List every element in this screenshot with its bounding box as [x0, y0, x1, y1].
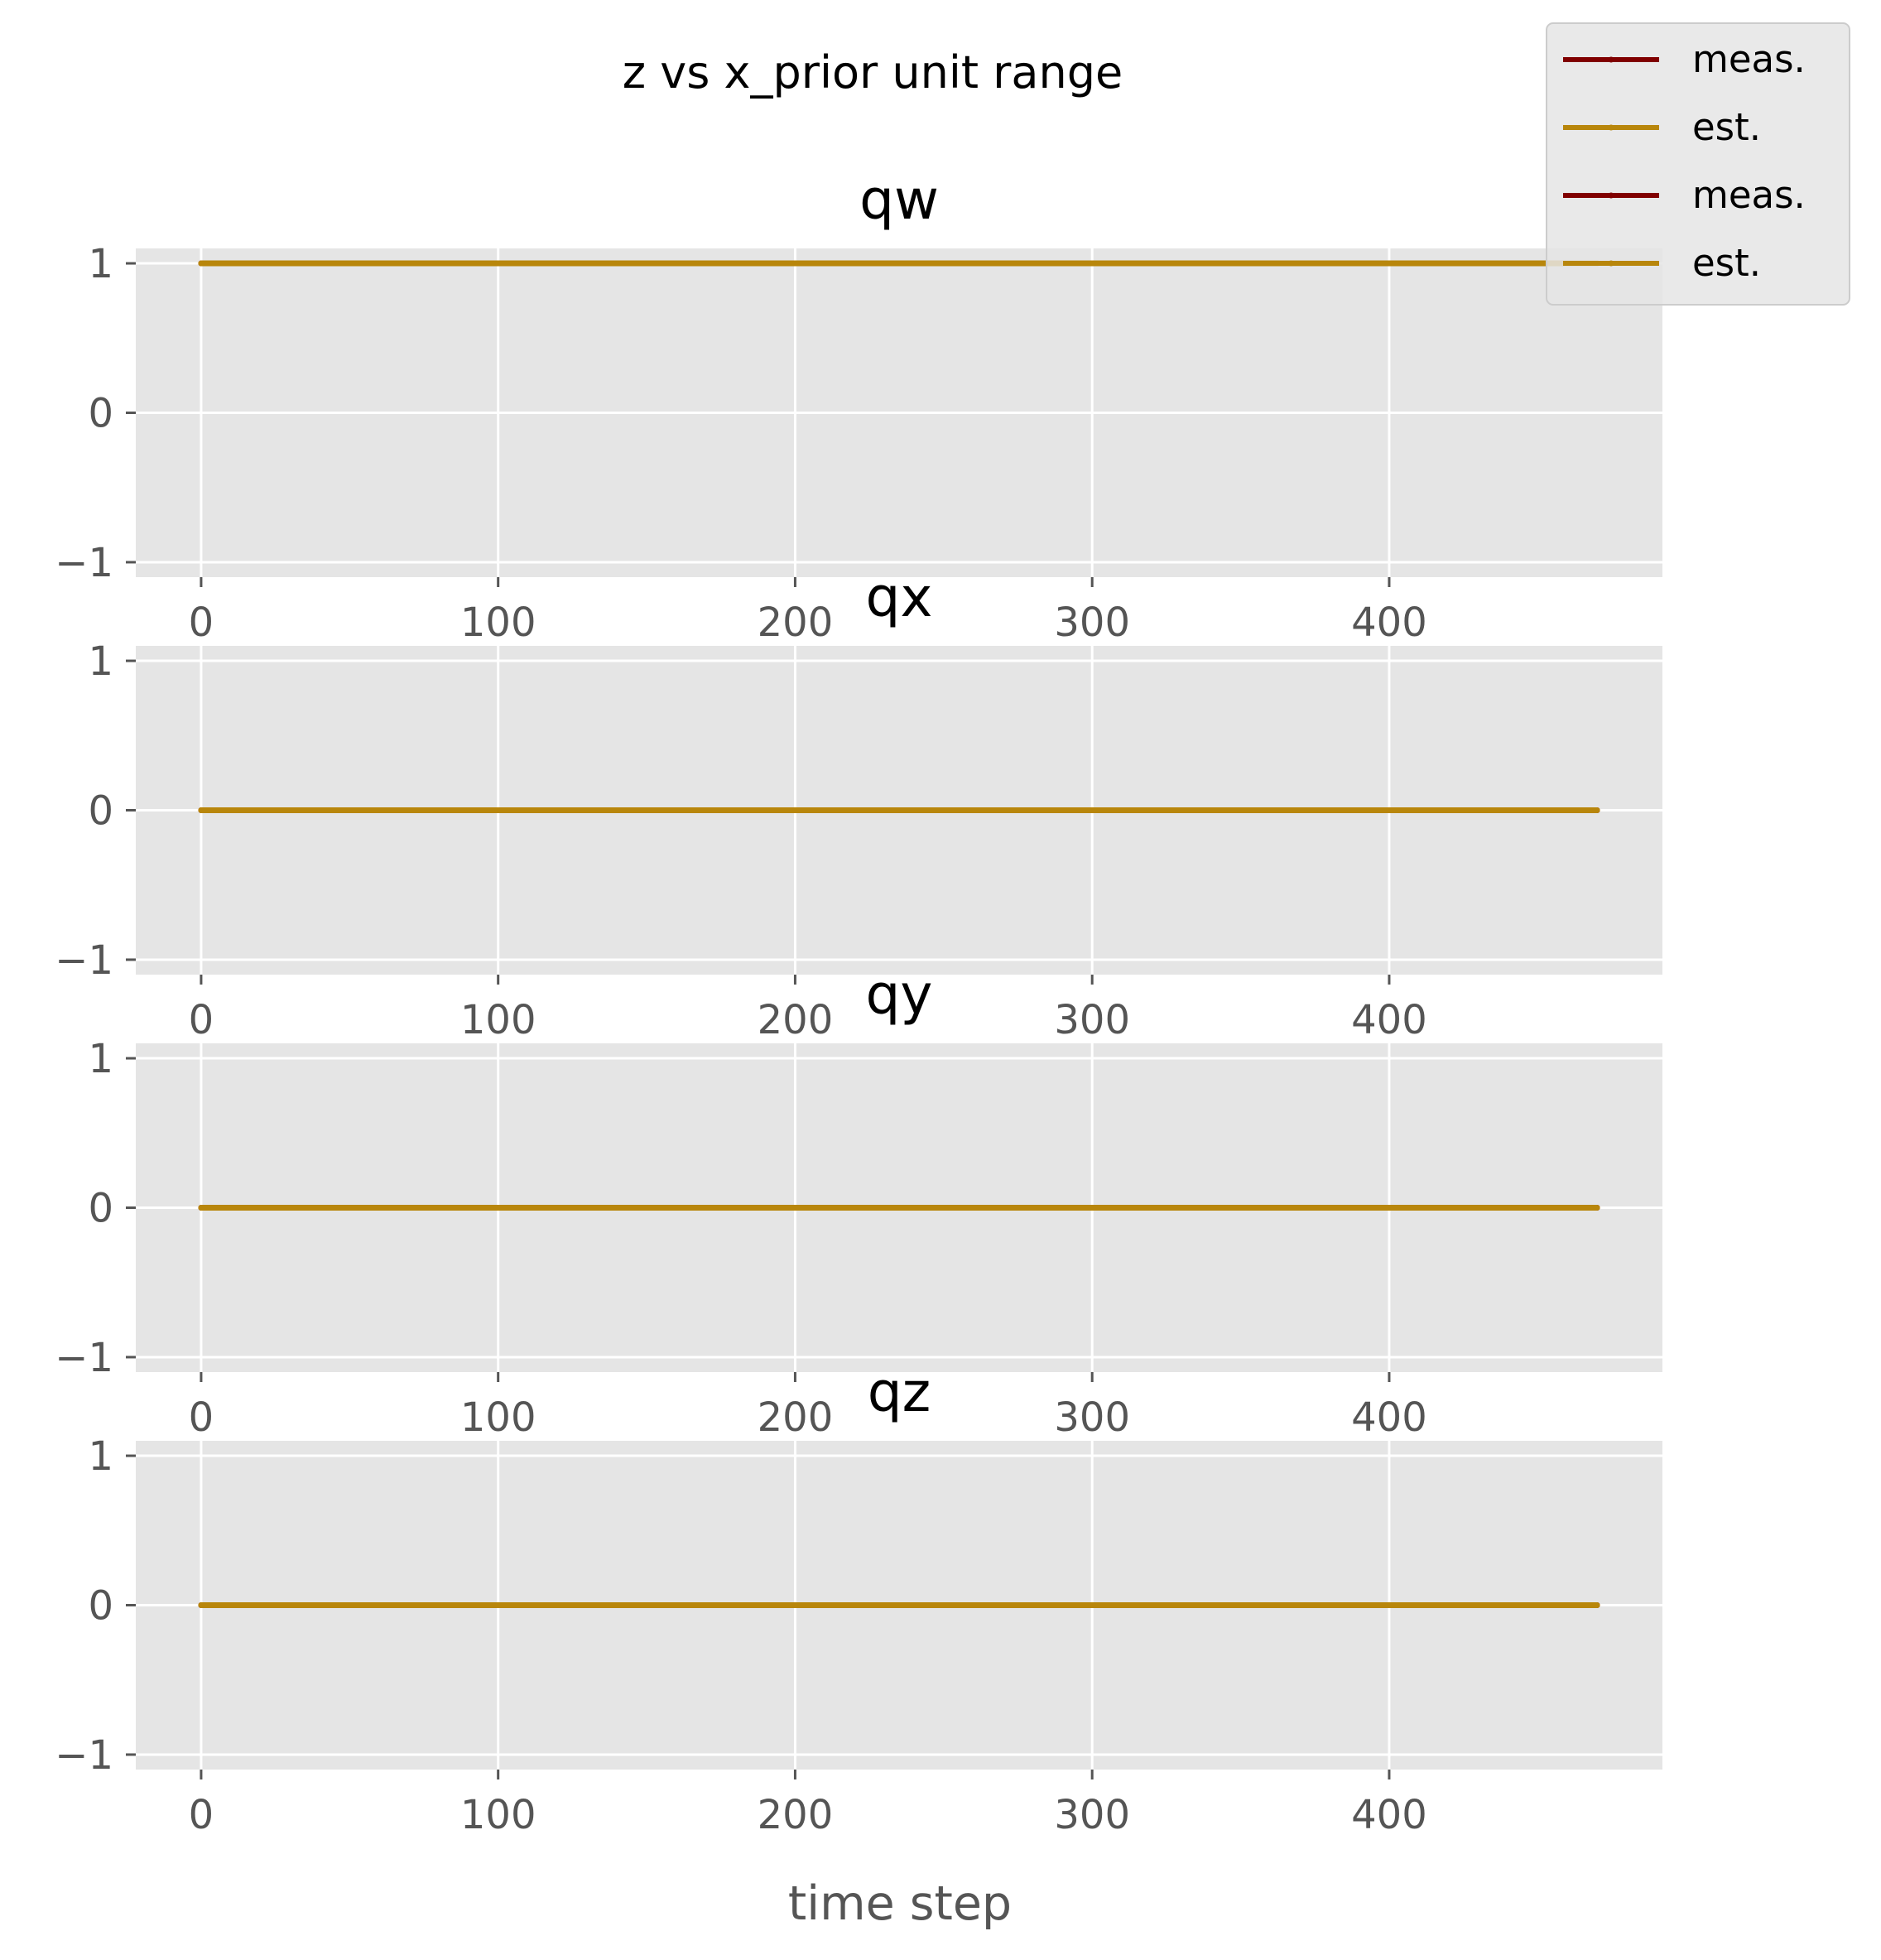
subplot-title: qy [866, 963, 933, 1027]
legend-label: meas. [1692, 37, 1806, 81]
legend-marker [1608, 56, 1614, 63]
y-tick-label: −1 [55, 540, 113, 586]
subplot-qy: 0 100 200 300 400 1 0 −1 qy [55, 963, 1662, 1441]
legend-marker [1608, 124, 1614, 131]
y-tick-label: −1 [55, 1732, 113, 1779]
x-tick-label: 200 [758, 997, 834, 1043]
x-tick-label: 0 [189, 1792, 214, 1838]
x-tick-label: 400 [1351, 1394, 1427, 1441]
x-tick-label: 400 [1351, 997, 1427, 1043]
legend-entry: meas. [1563, 173, 1806, 217]
legend-entry: est. [1563, 241, 1761, 285]
subplot-qx: 0 100 200 300 400 1 0 −1 qx [55, 566, 1662, 1043]
y-tick-label: 0 [88, 788, 113, 835]
x-tick-label: 100 [460, 1792, 536, 1838]
legend-frame [1546, 22, 1850, 306]
legend-label: est. [1692, 241, 1761, 285]
x-tick-label: 100 [460, 997, 536, 1043]
y-tick-label: 1 [88, 241, 113, 287]
legend-marker [1608, 260, 1614, 267]
subplot-title: qz [868, 1360, 931, 1424]
x-tick-label: 100 [460, 600, 536, 646]
figure-title: z vs x_prior unit range [623, 46, 1123, 99]
x-tick-label: 300 [1054, 997, 1130, 1043]
x-axis-label: time step [788, 1876, 1012, 1931]
y-tick-label: 1 [88, 638, 113, 685]
y-tick-label: −1 [55, 1335, 113, 1381]
x-tick-label: 0 [189, 600, 214, 646]
subplot-title: qx [866, 566, 933, 629]
legend-entry: meas. [1563, 37, 1806, 81]
y-tick-label: 0 [88, 1186, 113, 1232]
x-tick-label: 200 [758, 1792, 834, 1838]
legend-marker [1608, 192, 1614, 199]
y-tick-label: 1 [88, 1036, 113, 1082]
legend: meas. est. meas. est. [1546, 22, 1850, 306]
subplot-title: qw [859, 168, 939, 232]
legend-entry: est. [1563, 105, 1761, 149]
x-tick-label: 300 [1054, 600, 1130, 646]
x-tick-label: 300 [1054, 1792, 1130, 1838]
x-tick-label: 200 [758, 600, 834, 646]
subplot-qw: 0 100 200 300 400 1 0 −1 qw [55, 168, 1662, 646]
x-tick-label: 400 [1351, 600, 1427, 646]
x-tick-label: 0 [189, 1394, 214, 1441]
x-tick-label: 100 [460, 1394, 536, 1441]
subplot-qz: 0 100 200 300 400 1 0 −1 qz [55, 1360, 1662, 1838]
x-tick-label: 300 [1054, 1394, 1130, 1441]
legend-label: meas. [1692, 173, 1806, 217]
legend-label: est. [1692, 105, 1761, 149]
y-tick-label: 0 [88, 391, 113, 437]
x-tick-label: 200 [758, 1394, 834, 1441]
x-tick-label: 0 [189, 997, 214, 1043]
x-tick-label: 400 [1351, 1792, 1427, 1838]
y-tick-label: −1 [55, 937, 113, 984]
y-tick-label: 1 [88, 1433, 113, 1480]
y-tick-label: 0 [88, 1583, 113, 1630]
